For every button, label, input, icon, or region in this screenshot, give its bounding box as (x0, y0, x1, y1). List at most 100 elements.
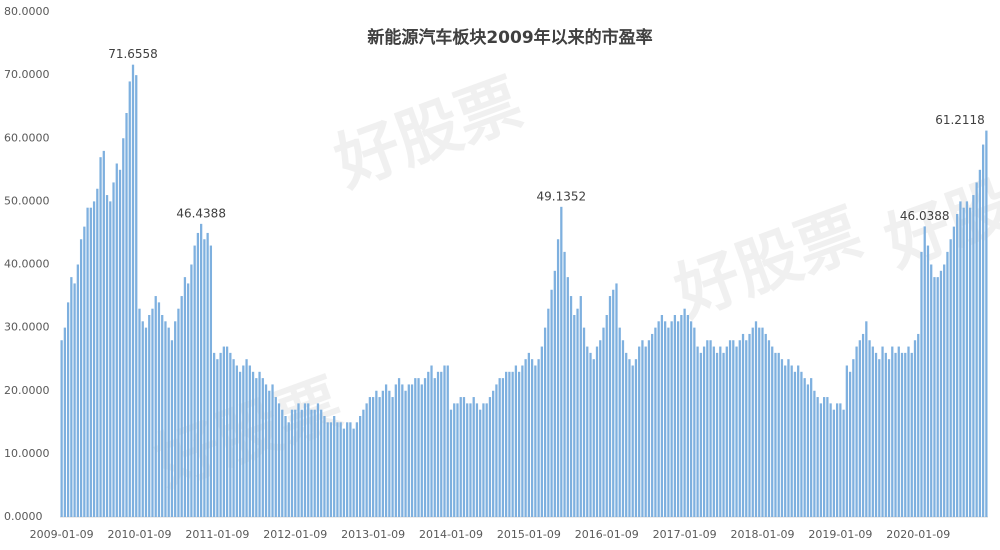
bar (229, 352, 232, 517)
bar (157, 302, 161, 517)
bar (589, 352, 592, 517)
bar (884, 352, 887, 517)
bar (462, 397, 466, 517)
bar (839, 403, 842, 517)
bar (264, 384, 268, 517)
bar (505, 371, 508, 517)
bar (521, 365, 524, 517)
bar (255, 378, 258, 517)
bar (203, 239, 206, 517)
bar (683, 308, 686, 517)
bar (60, 340, 63, 517)
bar (384, 384, 388, 517)
bar (284, 416, 287, 517)
bar (741, 333, 745, 517)
bar (271, 384, 274, 517)
x-tick-label: 2016-01-09 (575, 528, 639, 541)
bar (453, 403, 456, 517)
bar (861, 333, 865, 517)
bar (602, 327, 605, 517)
bar (115, 163, 118, 517)
bar (800, 371, 803, 517)
bar (414, 378, 417, 517)
bar (654, 327, 657, 517)
bar (508, 371, 511, 517)
bar (777, 352, 780, 517)
bar (391, 397, 394, 517)
bar (787, 359, 790, 517)
bar (355, 422, 359, 517)
bar (965, 201, 969, 517)
bar (751, 327, 754, 517)
x-tick-label: 2019-01-09 (808, 528, 872, 541)
bar (297, 403, 300, 517)
bar (144, 327, 148, 517)
bar (475, 403, 479, 517)
value-label: 46.4388 (176, 206, 226, 220)
y-tick-label: 40.0000 (4, 258, 50, 271)
bar (978, 169, 982, 517)
bar (274, 397, 277, 517)
bar (910, 352, 913, 517)
x-tick-label: 2018-01-09 (731, 528, 795, 541)
bar (73, 283, 76, 517)
bar (573, 315, 576, 517)
bar (767, 340, 771, 517)
bar (543, 327, 547, 517)
value-label: 46.0388 (900, 209, 950, 223)
bar (242, 365, 245, 517)
bar (131, 64, 135, 517)
bar (735, 346, 738, 517)
bar (657, 321, 660, 517)
bar (702, 346, 706, 517)
y-tick-label: 30.0000 (4, 321, 50, 334)
bar (180, 296, 183, 517)
bar (686, 315, 689, 517)
bar (183, 277, 187, 517)
bar (676, 321, 680, 517)
value-label: 71.6558 (108, 47, 158, 61)
bar (576, 308, 579, 517)
bar (177, 308, 180, 517)
bar (200, 223, 203, 517)
bar (891, 346, 894, 517)
bar (764, 333, 767, 517)
bar (638, 346, 641, 517)
bar (339, 422, 342, 517)
bar (780, 359, 784, 517)
bar (644, 346, 647, 517)
bar (900, 352, 904, 517)
bar (407, 384, 410, 517)
x-tick-label: 2017-01-09 (653, 528, 717, 541)
bar (913, 340, 917, 517)
bar (595, 346, 599, 517)
bar (105, 195, 109, 517)
bar (401, 384, 404, 517)
bar (427, 371, 430, 517)
bar (109, 201, 112, 517)
y-tick-label: 20.0000 (4, 384, 50, 397)
bar (79, 239, 83, 517)
bar (634, 359, 638, 517)
bar (125, 113, 128, 517)
bar (706, 340, 709, 517)
x-tick-label: 2010-01-09 (108, 528, 172, 541)
bar (174, 321, 177, 517)
bar (501, 378, 505, 517)
bar (936, 277, 939, 517)
bar (894, 352, 897, 517)
bar (878, 359, 881, 517)
bar (248, 365, 251, 517)
bar (96, 188, 99, 517)
bar (699, 352, 702, 517)
bar (819, 403, 823, 517)
bar (258, 371, 261, 517)
bar (216, 359, 219, 517)
bar (495, 384, 498, 517)
bar (135, 75, 138, 517)
y-tick-label: 80.0000 (4, 5, 50, 18)
bar (410, 384, 414, 517)
bar (625, 352, 628, 517)
bar (517, 371, 521, 517)
